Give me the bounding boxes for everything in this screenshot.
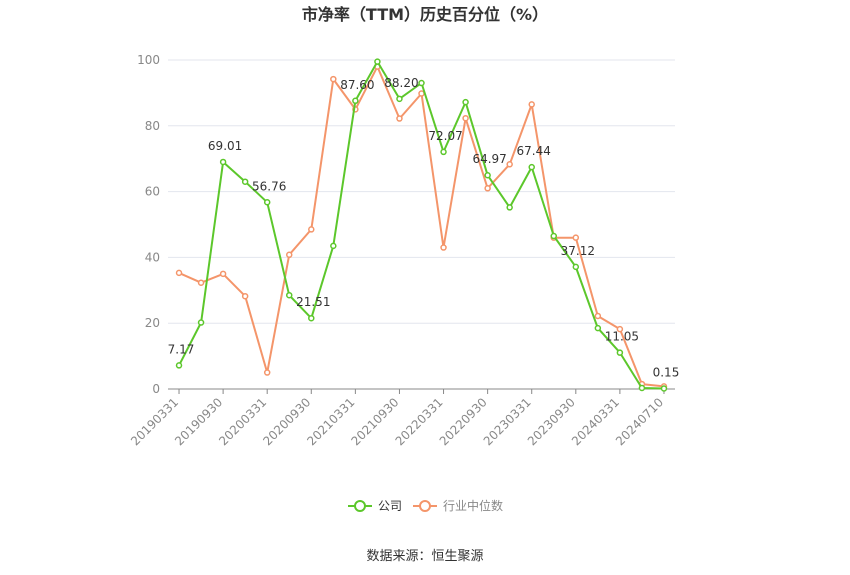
legend-item-1[interactable]: 行业中位数 [413,498,503,513]
data-point-1[interactable] [616,325,624,333]
series-line-1 [178,65,665,388]
data-point-0[interactable] [219,158,227,166]
series-line-0 [178,60,665,390]
data-point-0[interactable] [550,232,558,240]
data-label: 72.07 [428,129,462,143]
data-point-0[interactable] [175,362,183,369]
data-point-0[interactable] [506,204,513,211]
data-label: 64.97 [472,152,506,166]
data-label: 11.05 [605,330,639,344]
legend-marker [354,500,366,512]
legend-marker [419,500,431,512]
data-label: 69.01 [208,139,242,153]
data-point-1[interactable] [263,369,271,376]
data-point-0[interactable] [263,199,271,206]
y-tick-label: 80 [145,119,160,133]
data-point-1[interactable] [594,312,602,320]
data-point-1[interactable] [219,270,227,278]
data-point-0[interactable] [484,171,491,179]
data-point-0[interactable] [638,384,646,392]
legend-item-0[interactable]: 公司 [348,499,402,513]
legend-label: 行业中位数 [443,498,503,513]
y-tick-label: 40 [145,250,160,264]
data-point-1[interactable] [572,234,580,241]
y-axis: 0 20 40 60 80 100 [137,53,160,396]
y-tick-label: 0 [152,382,160,396]
data-label: 56.76 [252,179,286,193]
legend-label: 公司 [378,499,402,513]
data-point-0[interactable] [197,319,205,326]
data-point-0[interactable] [308,314,315,322]
data-point-0[interactable] [572,263,580,271]
data-point-0[interactable] [594,324,602,332]
data-point-1[interactable] [330,75,337,83]
data-point-0[interactable] [352,97,359,105]
data-point-0[interactable] [374,58,381,65]
data-label: 37.12 [561,244,595,258]
data-label: 7.17 [168,342,195,356]
data-point-1[interactable] [418,90,425,97]
data-point-0[interactable] [660,385,668,392]
data-point-1[interactable] [241,292,249,300]
data-point-0[interactable] [462,98,469,106]
data-point-0[interactable] [396,95,403,103]
data-point-0[interactable] [241,178,249,185]
data-label: 0.15 [653,366,680,380]
data-point-1[interactable] [308,226,315,233]
data-point-1[interactable] [175,269,183,277]
data-point-0[interactable] [418,79,425,87]
data-point-0[interactable] [330,242,337,250]
data-point-0[interactable] [285,291,293,299]
data-label: 87.60 [340,78,374,92]
data-point-1[interactable] [462,114,469,122]
data-point-0[interactable] [440,148,447,156]
grid [168,59,675,324]
data-point-1[interactable] [506,161,513,168]
data-point-1[interactable] [197,279,205,286]
data-point-1[interactable] [484,185,491,192]
y-tick-label: 60 [145,185,160,199]
source-note: 数据来源：恒生聚源 [366,549,483,564]
x-axis: 2019033120190930202003312020093020210331… [128,388,675,448]
data-point-1[interactable] [440,244,447,251]
data-point-0[interactable] [616,349,624,356]
data-label: 67.44 [517,144,551,158]
y-tick-label: 100 [137,53,160,67]
data-point-1[interactable] [528,101,535,108]
data-point-1[interactable] [285,251,293,259]
x-tick-label: 20240710 [613,395,666,448]
data-point-1[interactable] [396,115,403,122]
chart-title: 市净率（TTM）历史百分位（%） [302,5,548,24]
data-label-layer: 7.17 69.01 56.76 21.51 87.60 88.20 72.07 64.97 6… [168,76,680,380]
data-label: 88.20 [384,76,418,90]
data-label: 21.51 [296,295,330,309]
data-point-0[interactable] [528,163,535,171]
series-layer [175,58,668,392]
y-tick-label: 20 [145,316,160,330]
legend[interactable]: 公司 行业中位数 [348,498,503,513]
